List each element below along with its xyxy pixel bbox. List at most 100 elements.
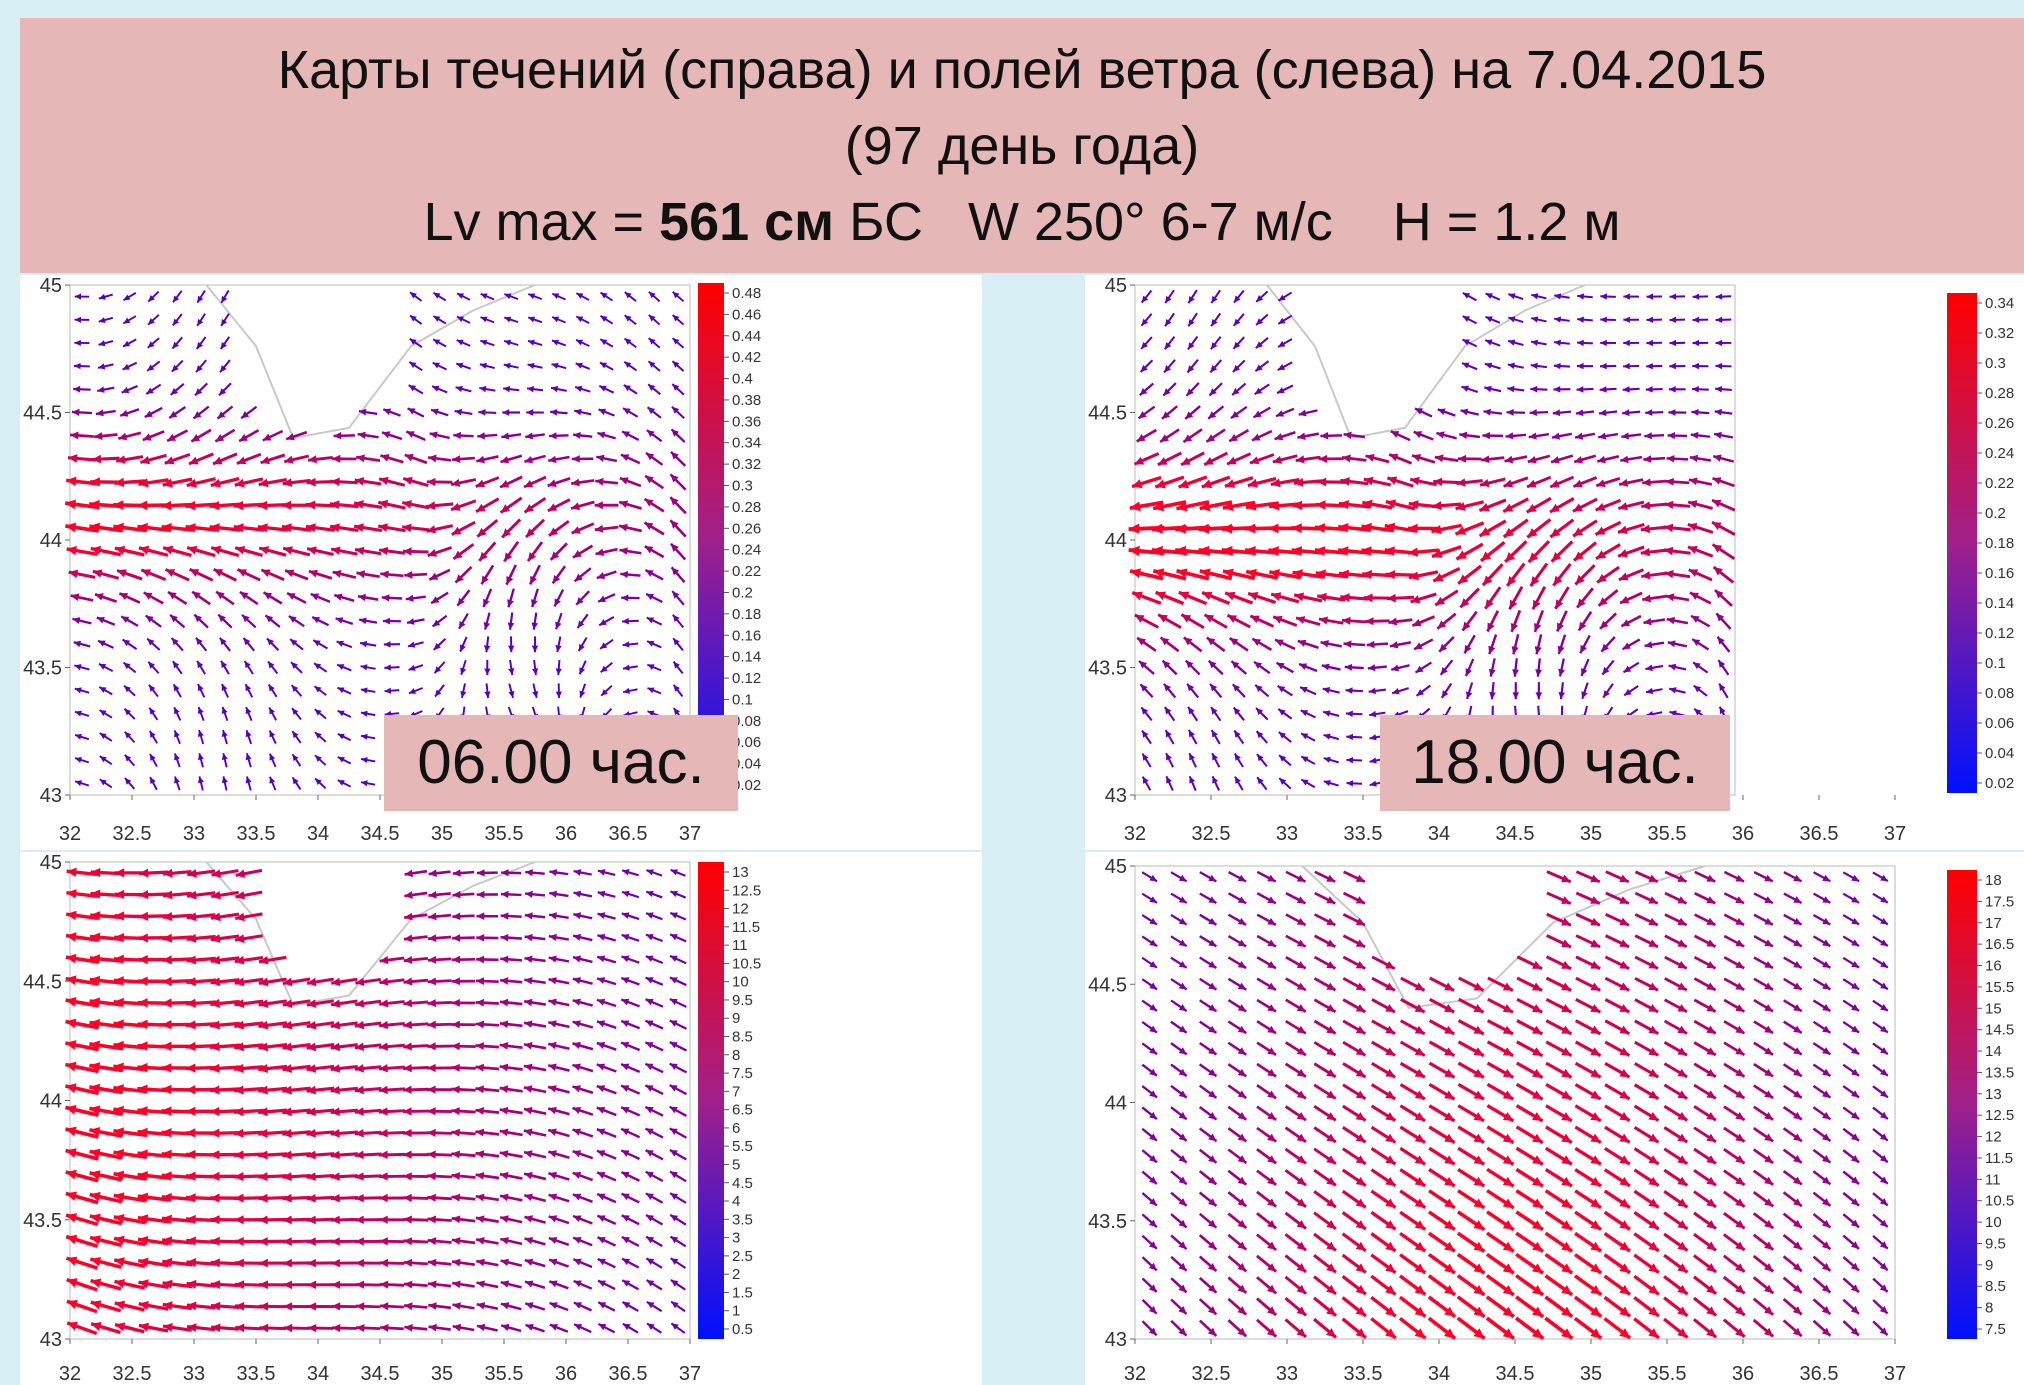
vector-arrow xyxy=(186,477,216,488)
vector-arrow xyxy=(669,1213,687,1226)
vector-arrow xyxy=(432,361,447,371)
vector-arrow xyxy=(1667,432,1688,440)
vector-arrow xyxy=(621,890,640,899)
vector-arrow xyxy=(1439,659,1454,676)
vector-arrow xyxy=(1752,1169,1774,1186)
vector-arrow xyxy=(245,753,252,768)
vector-arrow xyxy=(669,1105,688,1117)
vector-arrow xyxy=(599,361,614,371)
colorbar-tick-label: 18 xyxy=(1985,872,2002,889)
vector-arrow xyxy=(524,933,546,942)
vector-arrow xyxy=(1313,1275,1337,1296)
vector-arrow xyxy=(1723,956,1745,970)
title-line-3-pre: Lv max = xyxy=(423,191,660,252)
vector-arrow xyxy=(1141,914,1158,926)
vector-arrow xyxy=(1603,1147,1631,1166)
vector-arrow xyxy=(1457,1019,1485,1036)
vector-arrow xyxy=(1577,339,1593,347)
vector-arrow xyxy=(1544,1274,1574,1297)
vector-arrow xyxy=(1546,870,1572,884)
vector-arrow xyxy=(1203,451,1228,466)
vector-arrow xyxy=(1188,752,1197,768)
vector-arrow xyxy=(548,1280,569,1290)
vector-arrow xyxy=(1485,1231,1515,1253)
vector-arrow xyxy=(670,428,686,443)
colorbar-tick-label: 0.02 xyxy=(1985,775,2014,792)
vector-arrow xyxy=(476,955,499,964)
vector-arrow xyxy=(146,360,161,372)
vector-arrow xyxy=(1783,892,1803,905)
vector-arrow xyxy=(1575,912,1601,927)
vector-arrow xyxy=(1530,385,1548,393)
vector-arrow xyxy=(503,316,519,324)
vector-arrow xyxy=(454,565,473,584)
vector-arrow xyxy=(377,499,406,510)
vector-arrow xyxy=(1623,362,1640,370)
vector-arrow xyxy=(1198,1170,1218,1186)
vector-arrow xyxy=(672,637,684,652)
vector-arrow xyxy=(1600,316,1616,323)
vector-arrow xyxy=(1753,935,1774,948)
vector-arrow xyxy=(1842,1298,1860,1315)
vector-arrow xyxy=(1575,955,1601,971)
vector-arrow xyxy=(1274,430,1296,441)
vector-arrow xyxy=(1367,664,1387,672)
vector-arrow xyxy=(260,453,286,465)
vector-arrow xyxy=(1663,1296,1689,1318)
vector-arrow xyxy=(1604,1125,1631,1144)
vector-arrow xyxy=(262,591,283,605)
vector-arrow xyxy=(1371,1019,1396,1036)
vector-arrow xyxy=(623,337,637,349)
vector-arrow xyxy=(621,1235,640,1247)
vector-arrow xyxy=(408,687,423,695)
vector-field xyxy=(1128,289,1736,792)
vector-arrow xyxy=(619,476,642,488)
vector-arrow xyxy=(1361,546,1394,556)
vector-arrow xyxy=(1141,776,1152,791)
vector-arrow xyxy=(164,452,191,465)
vector-arrow xyxy=(1199,977,1218,991)
vector-arrow xyxy=(456,339,471,347)
vector-arrow xyxy=(524,890,546,898)
vector-arrow xyxy=(288,615,305,628)
vector-arrow xyxy=(669,976,687,987)
plot-frame xyxy=(69,861,691,1340)
vector-arrow xyxy=(186,545,216,558)
vector-arrow xyxy=(671,590,685,606)
vector-arrow xyxy=(1256,753,1268,767)
x-tick-label: 33 xyxy=(183,1363,205,1385)
vector-arrow xyxy=(1669,339,1686,347)
vector-arrow xyxy=(1210,312,1222,327)
vector-arrow xyxy=(428,869,451,877)
vector-arrow xyxy=(378,1064,406,1073)
vector-arrow xyxy=(669,1170,687,1183)
vector-arrow xyxy=(1782,1063,1803,1078)
x-tick-label: 37 xyxy=(1884,1363,1906,1385)
vector-arrow xyxy=(1872,1170,1889,1185)
vector-arrow xyxy=(354,1193,382,1203)
vector-arrow xyxy=(1842,1256,1860,1272)
vector-arrow xyxy=(620,1149,641,1161)
vector-arrow xyxy=(1313,1147,1337,1165)
vector-arrow xyxy=(66,1278,98,1292)
vector-arrow xyxy=(572,1128,594,1138)
vector-arrow xyxy=(1549,475,1575,489)
colorbar-tick-label: 10 xyxy=(1985,1214,2002,1231)
vector-arrow xyxy=(1277,361,1293,371)
vector-arrow xyxy=(330,1064,358,1073)
vector-arrow xyxy=(1428,1019,1455,1036)
vector-arrow xyxy=(1227,935,1247,948)
vector-arrow xyxy=(210,1301,240,1311)
vector-arrow xyxy=(1291,546,1325,556)
vector-arrow xyxy=(1164,706,1176,722)
vector-arrow xyxy=(330,1042,358,1052)
vector-arrow xyxy=(409,291,423,302)
vector-arrow xyxy=(1165,775,1174,791)
vector-arrow xyxy=(1227,956,1247,970)
vector-arrow xyxy=(1605,891,1630,905)
vector-arrow xyxy=(475,1085,500,1094)
time-label-18h: 18.00 час. xyxy=(1380,715,1730,811)
vector-arrow xyxy=(360,733,376,740)
vector-arrow xyxy=(1516,1019,1544,1036)
vector-arrow xyxy=(221,683,229,698)
